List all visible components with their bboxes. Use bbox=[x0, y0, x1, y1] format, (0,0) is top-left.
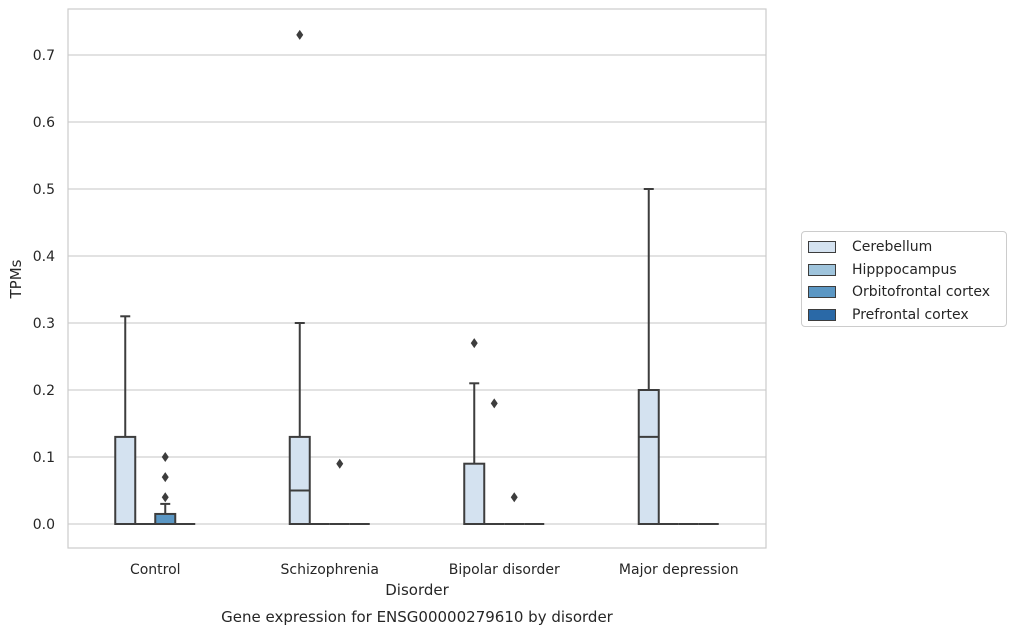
y-tick-label: 0.2 bbox=[33, 383, 55, 399]
legend-label-hippocampus: Hipppocampus bbox=[852, 261, 957, 278]
chart-title: Gene expression for ENSG00000279610 by d… bbox=[221, 608, 614, 626]
legend-swatch-cerebellum bbox=[808, 241, 836, 254]
box-2-0 bbox=[154, 452, 177, 526]
box-body bbox=[114, 435, 137, 525]
legend-item-cerebellum: Cerebellum bbox=[808, 236, 1006, 259]
box-body bbox=[288, 435, 311, 525]
box-0-3 bbox=[637, 188, 660, 525]
box-body bbox=[154, 512, 177, 526]
legend: Cerebellum Hipppocampus Orbitofrontal co… bbox=[801, 231, 1007, 327]
y-tick-label: 0.0 bbox=[33, 517, 55, 533]
outlier-point bbox=[490, 398, 498, 409]
outlier-point bbox=[336, 458, 344, 469]
box-plot-boxes bbox=[114, 29, 719, 526]
legend-item-orbitofrontal-cortex: Orbitofrontal cortex bbox=[808, 281, 1006, 304]
plot-area-frame bbox=[67, 8, 767, 549]
x-tick-label: Bipolar disorder bbox=[449, 562, 560, 578]
y-tick-label: 0.1 bbox=[33, 450, 55, 466]
y-axis-ticks: 0.0 0.1 0.2 0.3 0.4 0.5 0.6 0.7 bbox=[33, 48, 55, 533]
box-body bbox=[637, 389, 660, 525]
grid-lines bbox=[68, 54, 766, 525]
y-tick-label: 0.4 bbox=[33, 249, 55, 265]
y-tick-label: 0.5 bbox=[33, 182, 55, 198]
legend-label-prefrontal-cortex: Prefrontal cortex bbox=[852, 306, 969, 323]
y-tick-label: 0.6 bbox=[33, 115, 55, 131]
y-tick-label: 0.3 bbox=[33, 316, 55, 332]
legend-label-cerebellum: Cerebellum bbox=[852, 239, 933, 256]
box-0-1 bbox=[288, 29, 311, 525]
legend-item-prefrontal-cortex: Prefrontal cortex bbox=[808, 304, 1006, 327]
box-0-2 bbox=[463, 338, 486, 526]
legend-swatch-prefrontal-cortex bbox=[808, 308, 836, 321]
outlier-point bbox=[296, 29, 304, 40]
x-axis-label: Disorder bbox=[385, 581, 449, 599]
legend-label-orbitofrontal-cortex: Orbitofrontal cortex bbox=[852, 284, 990, 301]
outlier-point bbox=[161, 472, 169, 483]
box-2-2 bbox=[504, 492, 525, 525]
outlier-point bbox=[510, 492, 518, 503]
legend-swatch-orbitofrontal-cortex bbox=[808, 286, 836, 299]
x-axis-ticks: Control Schizophrenia Bipolar disorder Majo… bbox=[130, 562, 739, 578]
x-tick-label: Control bbox=[130, 562, 181, 578]
box-2-1 bbox=[329, 458, 350, 525]
legend-swatch-hippocampus bbox=[808, 263, 836, 276]
legend-item-hippocampus: Hipppocampus bbox=[808, 259, 1006, 282]
box-1-2 bbox=[484, 398, 505, 525]
outlier-point bbox=[161, 452, 169, 462]
x-tick-label: Schizophrenia bbox=[281, 562, 379, 578]
outlier-point bbox=[470, 338, 478, 349]
x-tick-label: Major depression bbox=[619, 562, 739, 578]
box-0-0 bbox=[114, 315, 137, 525]
outlier-point bbox=[161, 492, 169, 503]
y-axis-label: TPMs bbox=[7, 259, 25, 299]
y-tick-label: 0.7 bbox=[33, 48, 55, 64]
box-body bbox=[463, 462, 486, 526]
